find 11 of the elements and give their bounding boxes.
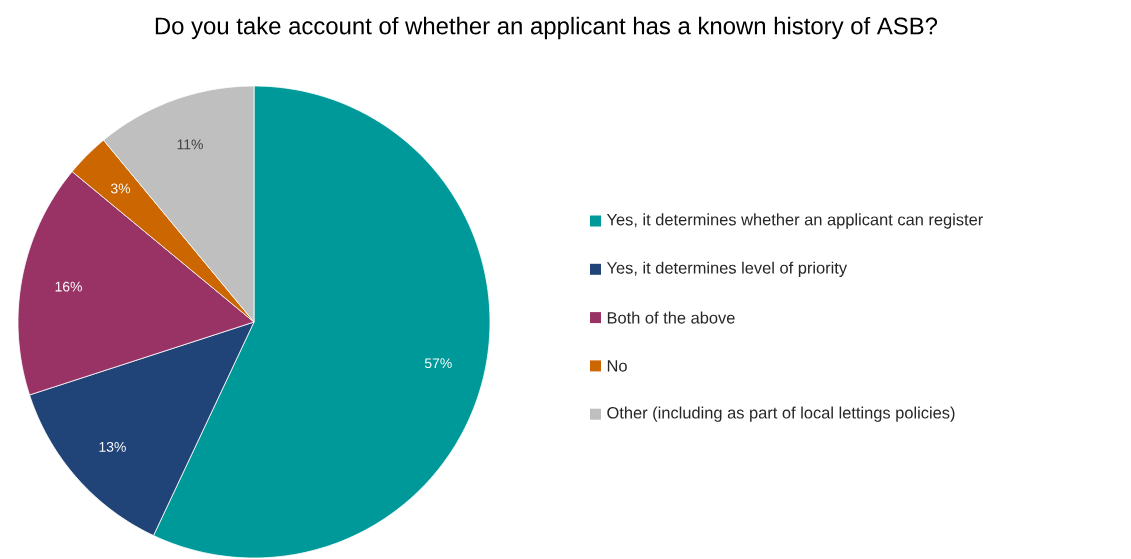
data-label: 16% (55, 281, 82, 292)
legend-label: Yes, it determines whether an applicant can register (606, 213, 983, 229)
data-label: 57% (424, 358, 452, 369)
data-label: 3% (110, 183, 131, 194)
legend-label: No (607, 360, 627, 372)
legend-label: Other (including as part of local lettings policies) (607, 406, 955, 422)
legend-label: Both of the above (607, 311, 735, 324)
legend-label: Yes, it determines level of priority (606, 261, 848, 277)
chart-title: Do you take account of whether an applicant has a known history of ASB? (155, 16, 938, 40)
data-label: 13% (99, 441, 126, 452)
data-label: 11% (177, 139, 203, 150)
